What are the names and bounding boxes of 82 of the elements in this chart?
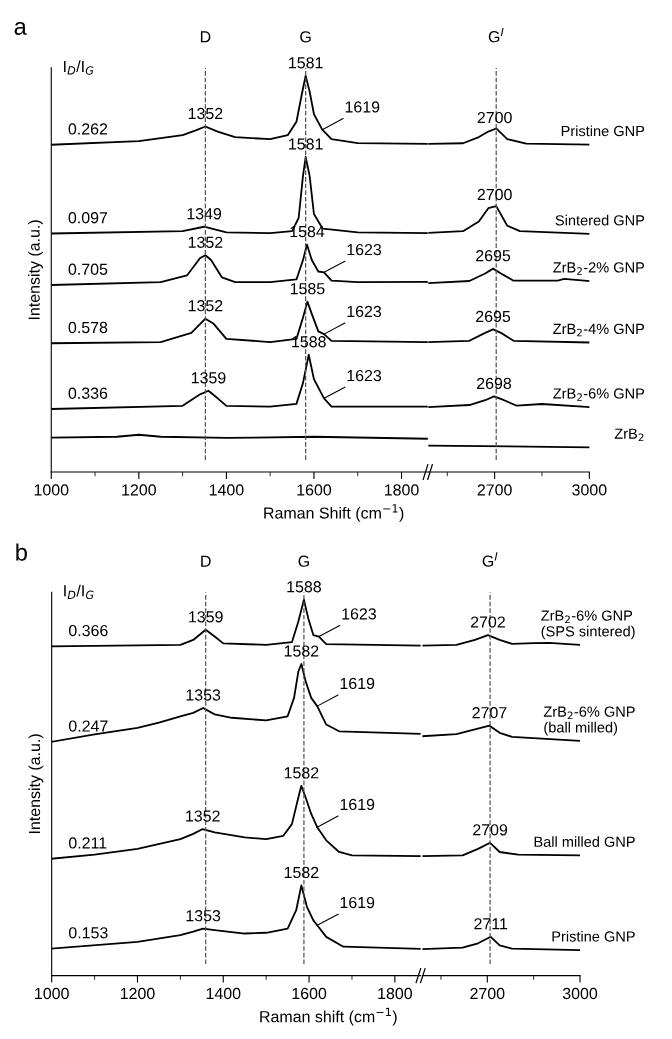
x-tick-label: 3000 xyxy=(572,484,607,496)
annotation: 0.578 xyxy=(68,321,108,334)
annotation: 0.247 xyxy=(68,720,108,732)
x-axis-title: Raman shift (cm$^{−1}$) xyxy=(260,1007,397,1026)
series-label: ZrB$_{2}$-4% GNP xyxy=(553,323,645,337)
annotation: 1623 xyxy=(342,608,376,620)
annotation: 2695 xyxy=(476,250,511,262)
annotation: 0.705 xyxy=(68,263,108,275)
annotation: 1582 xyxy=(284,767,319,779)
series-label: Pristine GNP xyxy=(552,930,635,942)
annotation: 1619 xyxy=(340,677,375,690)
series-label: ZrB$_{2}$-2% GNP xyxy=(553,262,645,275)
annotation: 2698 xyxy=(477,377,512,390)
x-tick-label: 1400 xyxy=(206,987,241,1000)
ref-line-label: G xyxy=(300,31,311,43)
annotation: 1352 xyxy=(188,236,223,248)
annotation: 1619 xyxy=(340,896,375,909)
x-tick-label: 1000 xyxy=(34,484,69,496)
annotation: 1584 xyxy=(290,225,325,238)
annotation: 1585 xyxy=(290,283,325,295)
x-tick-label: 1200 xyxy=(122,484,156,496)
annotation: 2711 xyxy=(474,918,508,930)
annotation: 1359 xyxy=(189,611,223,623)
annotation: 2702 xyxy=(470,616,505,628)
x-tick-label: 2700 xyxy=(470,987,505,1000)
series-label: Sintered GNP xyxy=(555,214,645,226)
annotation: 1352 xyxy=(188,300,223,312)
chart-title: a xyxy=(14,21,27,35)
annotation: 0.336 xyxy=(68,387,108,399)
x-tick-label: 1000 xyxy=(35,987,69,1000)
series-label: ZrB$_{2}$-6% GNP (SPS sintered) xyxy=(541,610,635,640)
series-label: ZrB$_{2}$ xyxy=(614,428,644,442)
annotation: 1623 xyxy=(347,305,382,318)
x-tick-label: 2700 xyxy=(477,484,512,496)
annotation: 2700 xyxy=(477,188,512,201)
x-tick-label: 3000 xyxy=(562,987,598,1000)
annotation: 1623 xyxy=(347,243,382,256)
annotation: 0.097 xyxy=(68,212,108,224)
annotation: 1582 xyxy=(284,866,319,879)
annotation: 2707 xyxy=(472,707,507,719)
annotation: 1619 xyxy=(345,101,380,113)
ref-line-label: D xyxy=(200,31,211,43)
annotation: 0.366 xyxy=(68,624,108,637)
series-label: Ball milled GNP xyxy=(534,836,635,847)
x-axis-title: Raman Shift (cm$^{−1}$) xyxy=(264,504,404,522)
x-tick-label: 1800 xyxy=(384,484,419,496)
annotation: 1582 xyxy=(284,645,319,657)
x-tick-label: 1400 xyxy=(209,484,244,496)
ref-line-label: G$^{I}$ xyxy=(482,552,498,567)
annotation: 1353 xyxy=(186,910,221,922)
annotation: 1349 xyxy=(187,208,222,220)
annotation: 1581 xyxy=(289,57,323,69)
ref-line-label: G xyxy=(298,555,309,567)
x-tick-label: 1600 xyxy=(297,484,332,496)
y-axis-title: Intensity (a.u.) xyxy=(28,734,44,834)
series-label: ZrB$_{2}$-6% GNP xyxy=(553,388,645,401)
annotation: 1353 xyxy=(186,689,221,701)
annotation: 2695 xyxy=(476,310,511,323)
series-label: Pristine GNP xyxy=(561,125,645,137)
annotation: 1588 xyxy=(287,581,321,593)
series-label: ZrB$_{2}$-6% GNP (ball milled) xyxy=(543,706,635,736)
y-axis-title: Intensity (a.u.) xyxy=(28,220,43,320)
annotation: 1352 xyxy=(186,810,220,822)
text: I$_{D}$/I$_{G}$ xyxy=(64,60,94,75)
annotation: 1359 xyxy=(191,372,226,384)
annotation: 1352 xyxy=(188,107,223,120)
x-tick-label: 1600 xyxy=(292,987,327,1000)
ref-line-label: G$^{I}$ xyxy=(488,27,504,43)
annotation: 0.211 xyxy=(68,837,107,849)
ref-line-label: D xyxy=(201,555,211,567)
x-tick-label: 1800 xyxy=(378,987,413,1000)
annotation: 1581 xyxy=(289,138,323,150)
annotation: 1619 xyxy=(340,798,375,811)
chart-title: b xyxy=(16,543,27,561)
annotation: 2709 xyxy=(473,824,508,836)
annotation: 1623 xyxy=(347,369,382,382)
annotation: 0.262 xyxy=(68,123,108,135)
x-tick-label: 1200 xyxy=(120,987,155,1000)
annotation: 1588 xyxy=(292,336,326,348)
annotation: 2700 xyxy=(477,111,512,124)
annotation: 0.153 xyxy=(68,927,108,939)
text: I$_{D}$/I$_{G}$ xyxy=(64,584,94,600)
